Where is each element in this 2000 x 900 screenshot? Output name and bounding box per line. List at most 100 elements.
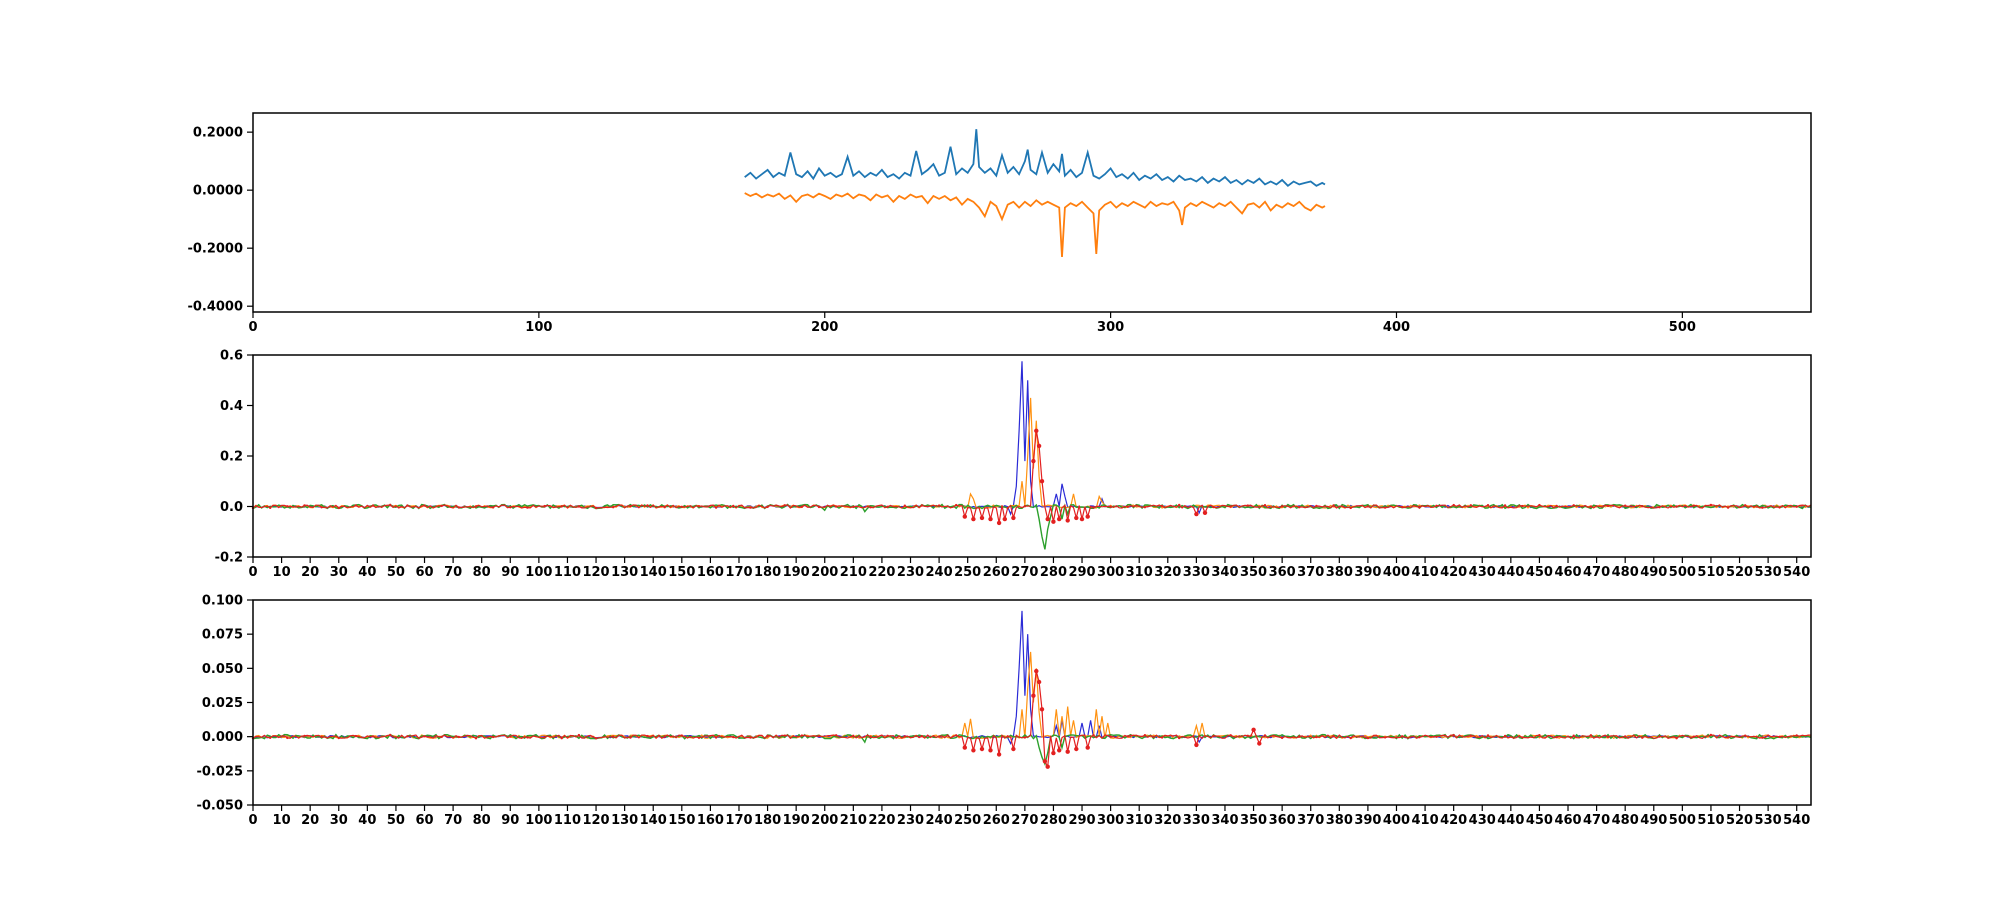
- marker-red-residual: [1178, 503, 1181, 507]
- x-tick-label: 270: [1011, 565, 1038, 580]
- marker-red-residual: [1036, 679, 1042, 685]
- x-tick-label: 90: [501, 813, 519, 828]
- marker-red-residual: [937, 504, 941, 507]
- x-tick-label: 450: [1526, 565, 1553, 580]
- marker-red-residual: [457, 506, 460, 509]
- marker-red-residual: [303, 734, 306, 738]
- x-tick-label: 410: [1412, 813, 1439, 828]
- x-tick-label: 420: [1440, 565, 1467, 580]
- marker-red-residual: [1332, 734, 1335, 738]
- marker-red-residual: [389, 733, 392, 737]
- marker-red-residual: [629, 505, 632, 508]
- x-tick-label: 90: [501, 565, 519, 580]
- x-tick-label: 290: [1068, 565, 1095, 580]
- marker-red-residual: [1469, 504, 1473, 507]
- x-tick-label: 50: [387, 813, 405, 828]
- x-tick-label: 120: [582, 565, 609, 580]
- marker-red-residual: [1085, 745, 1090, 750]
- marker-red-residual: [1572, 504, 1575, 507]
- x-tick-label: 220: [868, 565, 895, 580]
- marker-red-residual: [594, 737, 598, 740]
- series-red-residual: [252, 430, 1812, 524]
- marker-red-residual: [1555, 504, 1558, 508]
- y-tick-label: 0.100: [202, 594, 243, 609]
- x-tick-label: 440: [1497, 565, 1524, 580]
- x-tick-label: 360: [1269, 565, 1296, 580]
- marker-red-residual: [1160, 504, 1164, 508]
- marker-red-residual: [766, 505, 769, 509]
- x-tick-label: 290: [1068, 813, 1095, 828]
- marker-red-residual: [1251, 727, 1256, 732]
- x-tick-label: 320: [1154, 813, 1181, 828]
- marker-red-residual: [1006, 506, 1009, 510]
- marker-red-residual: [1315, 735, 1318, 739]
- y-tick-label: -0.4000: [187, 300, 243, 315]
- y-tick-label: 0.2000: [193, 126, 243, 141]
- marker-red-residual: [1641, 505, 1644, 508]
- marker-red-residual: [1280, 736, 1284, 740]
- marker-red-residual: [989, 517, 992, 521]
- marker-red-residual: [1692, 735, 1696, 738]
- x-tick-label: 120: [582, 813, 609, 828]
- marker-red-residual: [1246, 734, 1249, 737]
- marker-red-residual: [526, 506, 529, 509]
- marker-red-residual: [886, 734, 889, 737]
- x-tick-label: 540: [1783, 813, 1810, 828]
- x-tick-label: 520: [1726, 813, 1753, 828]
- x-tick-label: 470: [1583, 813, 1610, 828]
- x-tick-label: 530: [1755, 565, 1782, 580]
- x-tick-label: 480: [1612, 565, 1639, 580]
- marker-red-residual: [1195, 512, 1198, 516]
- series-blue-signal: [744, 129, 1326, 187]
- marker-red-residual: [1555, 736, 1558, 739]
- marker-red-residual: [783, 504, 786, 507]
- x-tick-label: 240: [926, 565, 953, 580]
- marker-red-residual: [303, 504, 306, 507]
- marker-red-residual: [491, 735, 495, 739]
- marker-red-residual: [1606, 504, 1610, 508]
- marker-red-residual: [1143, 506, 1147, 509]
- x-tick-label: 60: [415, 813, 433, 828]
- marker-red-residual: [1418, 506, 1421, 509]
- marker-red-residual: [1675, 737, 1678, 740]
- marker-red-residual: [440, 735, 443, 739]
- marker-red-residual: [835, 505, 838, 508]
- x-tick-label: 490: [1640, 565, 1667, 580]
- marker-red-residual: [697, 736, 701, 739]
- marker-red-residual: [509, 506, 512, 509]
- marker-red-residual: [1006, 735, 1009, 738]
- marker-red-residual: [1726, 736, 1730, 739]
- marker-red-residual: [749, 506, 752, 509]
- marker-red-residual: [680, 505, 683, 508]
- marker-red-residual: [996, 752, 1002, 757]
- marker-red-residual: [1315, 504, 1318, 508]
- marker-red-residual: [1011, 515, 1016, 521]
- marker-red-residual: [1075, 516, 1078, 520]
- x-tick-label: 210: [840, 565, 867, 580]
- x-tick-label: 340: [1211, 565, 1238, 580]
- x-tick-label: 460: [1554, 813, 1581, 828]
- marker-red-residual: [577, 733, 581, 737]
- x-tick-label: 230: [897, 813, 924, 828]
- marker-red-residual: [962, 745, 967, 750]
- x-tick-label: 500: [1669, 813, 1696, 828]
- marker-red-residual: [1109, 505, 1112, 508]
- y-tick-label: -0.025: [196, 764, 243, 779]
- x-tick-label: 400: [1383, 565, 1410, 580]
- x-tick-label: 400: [1383, 320, 1410, 335]
- marker-red-residual: [1178, 736, 1181, 740]
- y-tick-label: 0.6: [220, 349, 243, 364]
- marker-red-residual: [354, 734, 358, 738]
- x-tick-label: 310: [1126, 565, 1153, 580]
- x-tick-label: 260: [983, 565, 1010, 580]
- marker-red-residual: [714, 506, 718, 509]
- y-tick-label: 0.075: [202, 628, 243, 643]
- x-tick-label: 510: [1697, 813, 1724, 828]
- marker-red-residual: [1212, 734, 1215, 738]
- marker-red-residual: [663, 735, 666, 738]
- x-tick-label: 200: [811, 565, 838, 580]
- marker-red-residual: [560, 505, 563, 508]
- x-tick-label: 350: [1240, 813, 1267, 828]
- x-tick-label: 170: [725, 813, 752, 828]
- y-tick-label: 0.2: [220, 450, 243, 465]
